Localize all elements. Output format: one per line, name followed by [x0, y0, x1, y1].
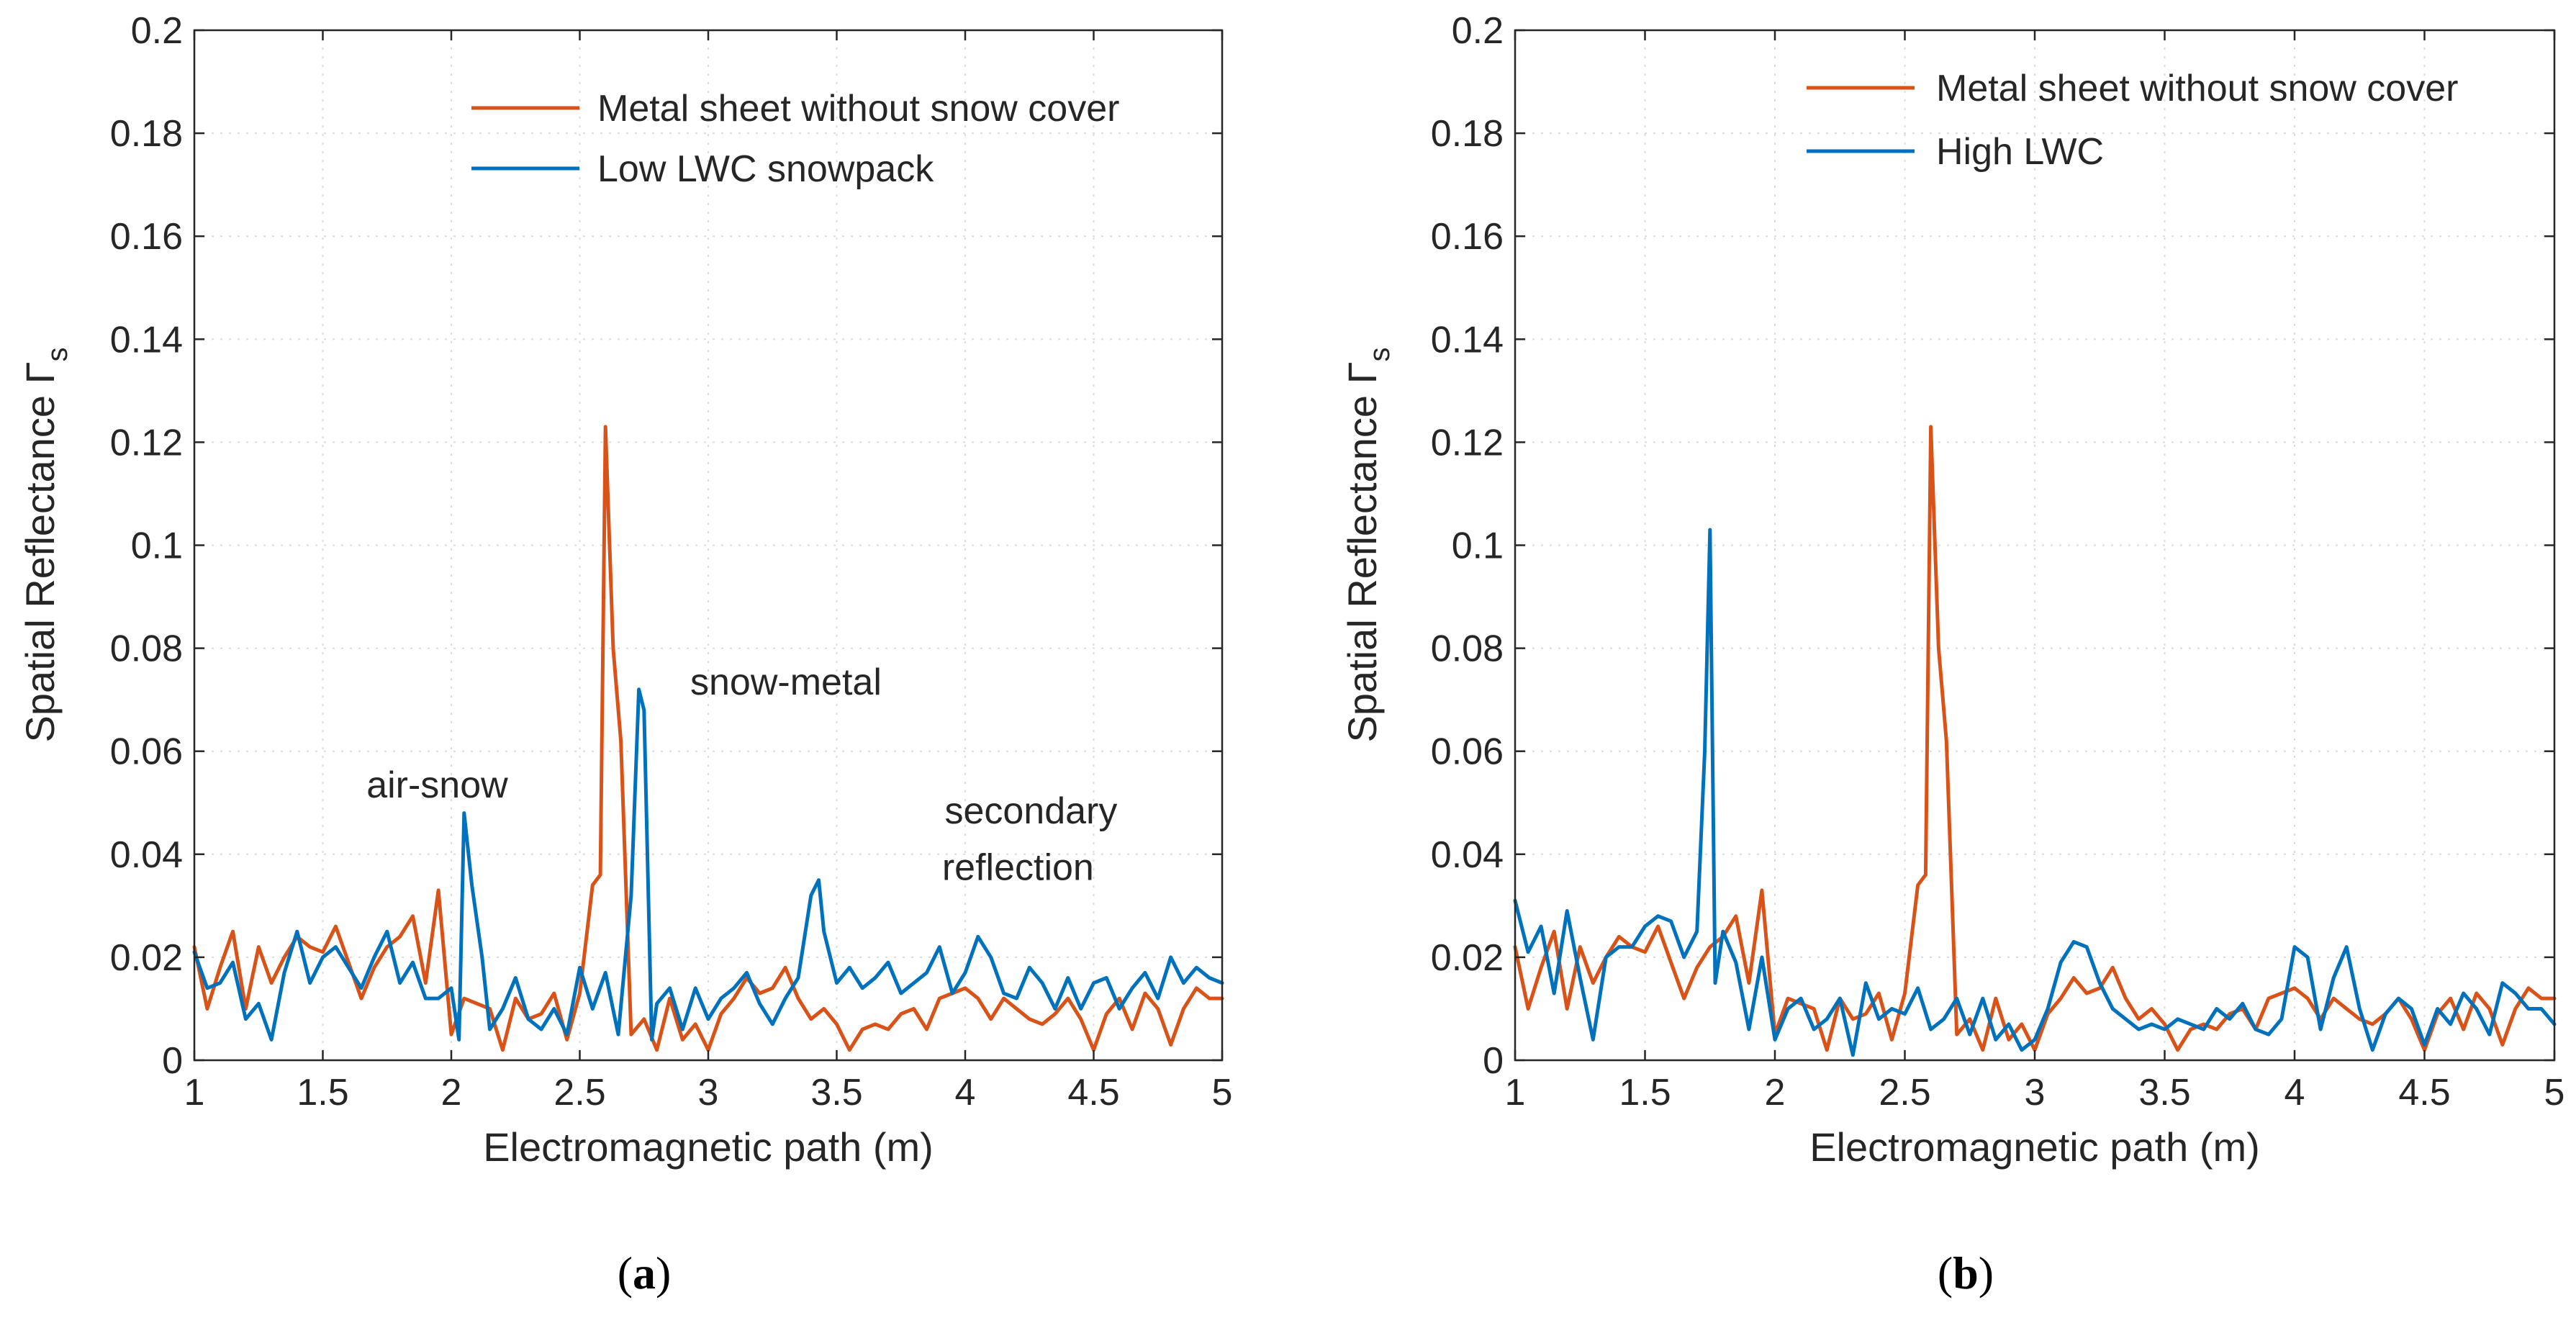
y-tick-label: 0.14 [1431, 319, 1504, 361]
y-tick-label: 0.14 [110, 319, 183, 361]
y-tick-label: 0.12 [110, 422, 183, 464]
x-tick-label: 5 [2544, 1072, 2565, 1114]
caption-letter: b [1953, 1247, 1979, 1298]
y-tick-label: 0.04 [1431, 834, 1504, 876]
legend-label-2: Low LWC snowpack [597, 148, 934, 190]
y-axis-label: Spatial Reflectance Γs [17, 348, 73, 743]
x-tick-label: 4 [2284, 1072, 2305, 1114]
x-tick-label: 3 [2025, 1072, 2046, 1114]
x-tick-label: 4.5 [1067, 1072, 1119, 1114]
y-axis-label: Spatial Reflectance Γs [1339, 348, 1396, 743]
y-tick-label: 0.1 [1452, 525, 1504, 567]
legend-label-2: High LWC [1936, 131, 2104, 173]
series-line-2 [1513, 528, 2557, 1057]
x-tick-label: 2.5 [553, 1072, 605, 1114]
y-tick-label: 0.12 [1431, 422, 1504, 464]
x-tick-label: 3 [698, 1072, 719, 1114]
y-tick-label: 0.2 [1452, 10, 1504, 52]
caption-close: ) [656, 1247, 671, 1298]
x-tick-label: 3.5 [2138, 1072, 2190, 1114]
y-tick-label: 0.06 [110, 731, 183, 773]
x-tick-label: 1.5 [1619, 1072, 1671, 1114]
x-tick-label: 3.5 [810, 1072, 862, 1114]
y-axis-label-subscript: s [1364, 348, 1396, 362]
x-tick-label: 1 [1505, 1072, 1526, 1114]
series-line-1 [192, 425, 1224, 1052]
x-axis-label: Electromagnetic path (m) [1809, 1124, 2260, 1170]
panel-caption: (b) [1938, 1247, 1994, 1298]
panel-caption: (a) [618, 1247, 672, 1298]
y-axis-label-subscript: s [42, 348, 73, 362]
caption-open: ( [1938, 1247, 1953, 1298]
y-tick-label: 0.18 [110, 113, 183, 155]
series-line-1 [1513, 425, 2557, 1052]
y-tick-label: 0.02 [1431, 937, 1504, 979]
chart-panel-b: 1 1.5 2 2.5 3 3.5 4 4.5 5 0 0.02 0.04 0.06 0.08 0.1 0.1… [1339, 10, 2564, 1298]
annotation-3: secondary [944, 790, 1117, 832]
y-tick-label: 0.08 [110, 628, 183, 670]
series-line-2 [192, 687, 1224, 1042]
legend-label-1: Metal sheet without snow cover [1936, 68, 2458, 109]
x-tick-label: 2 [441, 1072, 462, 1114]
annotation-4: reflection [942, 847, 1094, 889]
y-tick-label: 0.18 [1431, 113, 1504, 155]
caption-open: ( [618, 1247, 633, 1298]
caption-letter: a [633, 1247, 656, 1298]
x-tick-label: 4 [955, 1072, 976, 1114]
x-tick-label: 1 [184, 1072, 205, 1114]
caption-close: ) [1979, 1247, 1994, 1298]
y-tick-label: 0 [1483, 1040, 1504, 1082]
y-tick-label: 0.04 [110, 834, 183, 876]
y-tick-label: 0 [162, 1040, 183, 1082]
x-tick-label: 1.5 [297, 1072, 348, 1114]
y-tick-label: 0.1 [131, 525, 183, 567]
x-tick-label: 4.5 [2398, 1072, 2450, 1114]
y-tick-label: 0.02 [110, 937, 183, 979]
y-tick-label: 0.2 [131, 10, 183, 52]
x-axis-label: Electromagnetic path (m) [483, 1124, 934, 1170]
y-tick-label: 0.16 [1431, 216, 1504, 258]
y-tick-label: 0.08 [1431, 628, 1504, 670]
x-tick-label: 2 [1765, 1072, 1786, 1114]
y-tick-label: 0.06 [1431, 731, 1504, 773]
y-axis-label-main: Spatial Reflectance Γ [1339, 362, 1385, 743]
y-tick-label: 0.16 [110, 216, 183, 258]
y-axis-label-main: Spatial Reflectance Γ [17, 362, 63, 743]
legend-label-1: Metal sheet without snow cover [597, 88, 1119, 130]
chart-panel-a: 1 1.5 2 2.5 3 3.5 4 4.5 5 0 0.02 0.04 0.06 0.08 0.1 0.1… [17, 10, 1232, 1298]
annotation-2: snow-metal [690, 661, 882, 703]
annotation-1: air-snow [366, 764, 508, 806]
x-tick-label: 2.5 [1879, 1072, 1930, 1114]
x-tick-label: 5 [1212, 1072, 1233, 1114]
